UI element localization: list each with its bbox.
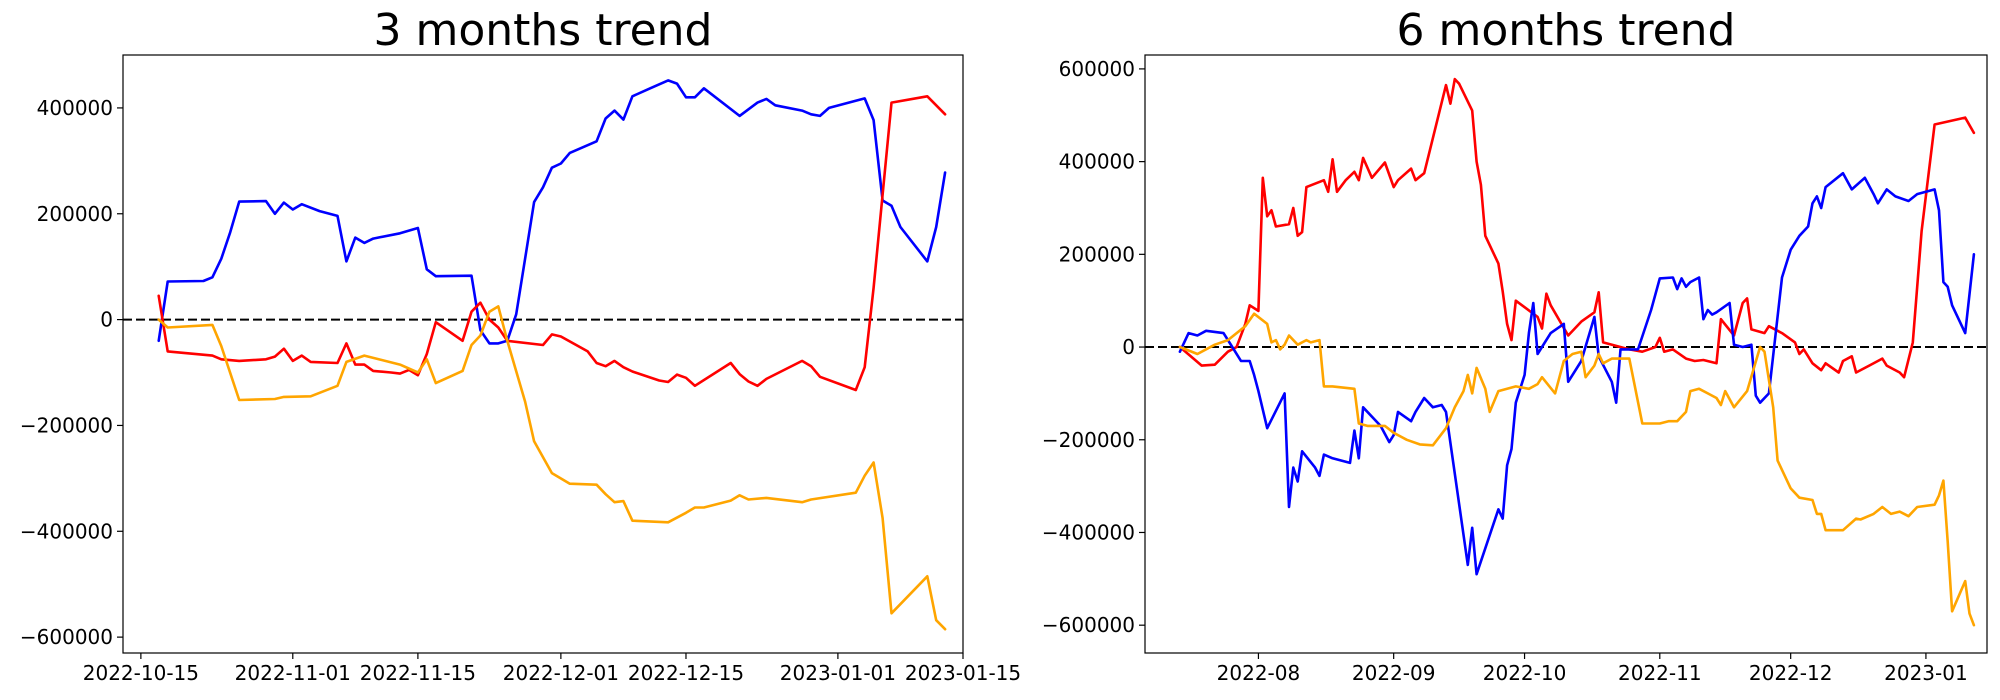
six-months-trend-chart: 6 months trend −600000 −400000 −200000 0 2000… [1042, 5, 1988, 685]
chart-0-y-tick-label: −600000 [20, 625, 113, 649]
chart-1-x-tick-label: 2022-11 [1618, 661, 1702, 685]
chart-0-x-tick-label: 2022-12-01 [503, 661, 619, 685]
chart-0-title: 3 months trend [374, 5, 713, 56]
chart-1-y-tick-label: −200000 [1042, 428, 1135, 452]
chart-1-y-tick-label: 200000 [1059, 242, 1135, 266]
chart-1-series-2 [1178, 312, 1976, 627]
chart-0-y-tick-label: −200000 [20, 413, 113, 437]
chart-0-x-tick-label: 2022-10-15 [83, 661, 199, 685]
chart-1-y-tick-label: 0 [1122, 335, 1135, 359]
chart-1-series-0 [1178, 77, 1976, 379]
chart-1-series-1 [1178, 171, 1976, 576]
chart-1-y-tick-label: −400000 [1042, 520, 1135, 544]
chart-0-x-tick-label: 2022-11-01 [235, 661, 351, 685]
chart-1-x-tick-label: 2022-12 [1749, 661, 1833, 685]
chart-0-series-2 [157, 305, 947, 631]
chart-1-title: 6 months trend [1397, 5, 1736, 56]
chart-1-plot-frame [1144, 54, 1988, 654]
chart-0-y-tick-label: −400000 [20, 519, 113, 543]
chart-1-y-tick-label: 600000 [1059, 57, 1135, 81]
chart-1-y-tick-label: −600000 [1042, 613, 1135, 637]
chart-0-series-1 [157, 95, 947, 392]
chart-0-x-tick-label: 2022-11-15 [360, 661, 476, 685]
chart-0-x-tick-label: 2022-12-15 [628, 661, 744, 685]
chart-1-y-tick-label: 400000 [1059, 150, 1135, 174]
chart-0-x-tick-label: 2023-01-15 [905, 661, 1021, 685]
chart-0-x-tick-label: 2023-01-01 [780, 661, 896, 685]
chart-0-y-tick-label: 0 [100, 308, 113, 332]
chart-1-x-tick-label: 2022-08 [1217, 661, 1301, 685]
chart-0-series-0 [157, 79, 947, 345]
chart-1-x-tick-label: 2022-09 [1352, 661, 1436, 685]
chart-0-y-tick-label: 400000 [37, 96, 113, 120]
chart-1-x-tick-label: 2022-10 [1483, 661, 1567, 685]
three-months-trend-chart: 3 months trend −600000 −400000 −200000 0 2000… [20, 5, 1021, 685]
chart-0-y-tick-label: 200000 [37, 202, 113, 226]
chart-0-plot-frame [122, 54, 964, 654]
chart-1-x-tick-label: 2023-01 [1884, 661, 1968, 685]
